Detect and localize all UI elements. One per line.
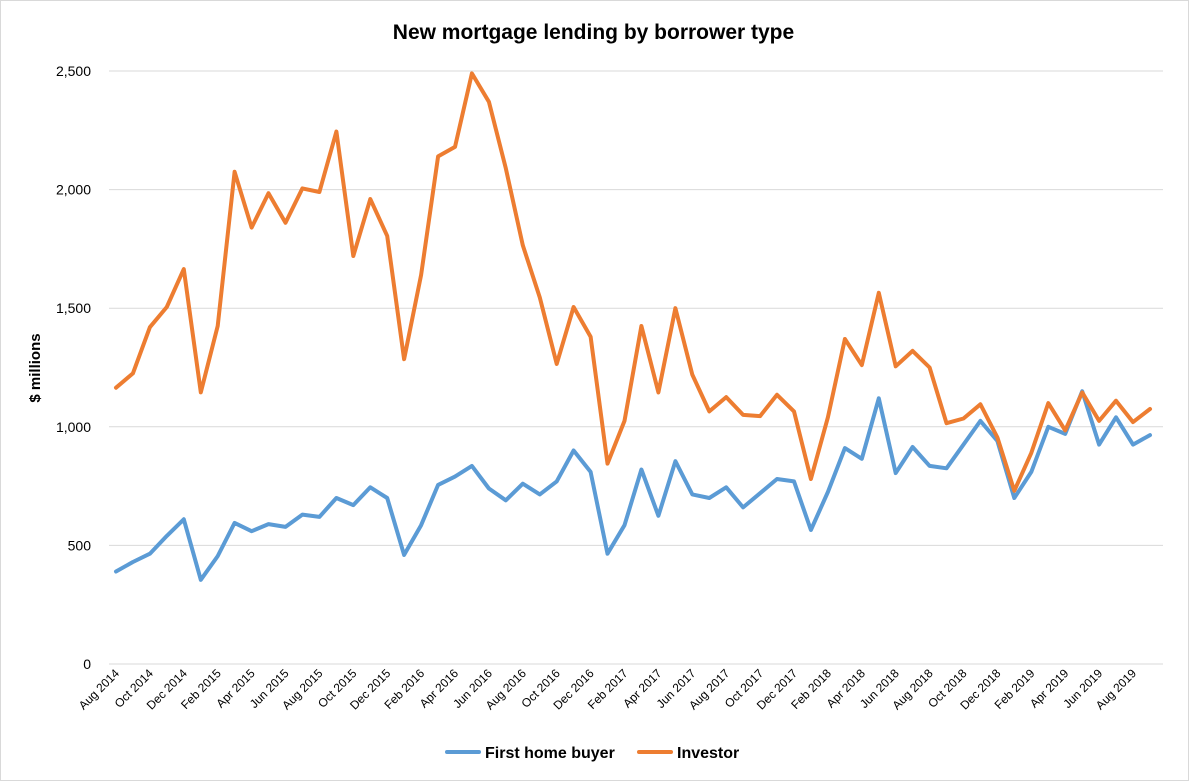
y-tick-label: 500 bbox=[68, 537, 92, 553]
chart-title: New mortgage lending by borrower type bbox=[392, 21, 795, 44]
legend-label: Investor bbox=[677, 745, 739, 762]
legend: First home buyer Investor bbox=[445, 745, 739, 762]
series-lines bbox=[114, 71, 1152, 582]
y-axis-ticks: 0 500 1,000 1,500 2,000 2,500 bbox=[56, 63, 91, 672]
y-tick-label: 0 bbox=[83, 656, 91, 672]
series-line-investor bbox=[114, 71, 1152, 493]
y-tick-label: 2,500 bbox=[56, 63, 91, 79]
y-axis-title: $ millions bbox=[27, 333, 44, 402]
legend-label: First home buyer bbox=[485, 745, 615, 762]
y-tick-label: 2,000 bbox=[56, 182, 91, 198]
series-line-first-home-buyer bbox=[114, 389, 1152, 582]
y-tick-label: 1,000 bbox=[56, 419, 91, 435]
y-tick-label: 1,500 bbox=[56, 300, 91, 316]
